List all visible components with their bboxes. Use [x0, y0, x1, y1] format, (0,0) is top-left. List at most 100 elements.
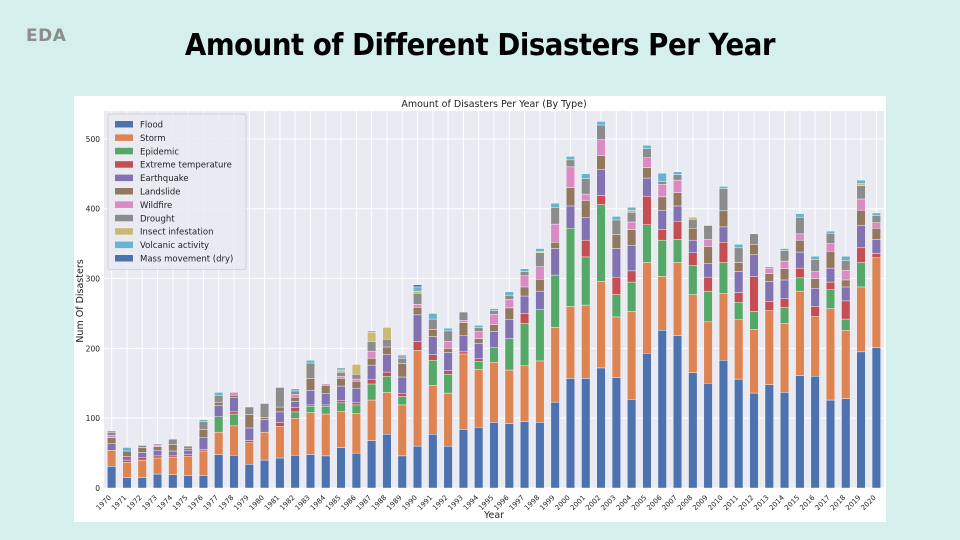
y-tick-label: 100: [86, 414, 101, 423]
bar-segment: [718, 293, 728, 361]
legend-swatch: [115, 161, 133, 168]
bar-segment: [565, 156, 575, 161]
bar-segment: [428, 434, 438, 489]
bar-segment: [718, 186, 728, 189]
bar-segment: [336, 402, 346, 412]
bar-segment: [229, 454, 239, 489]
bar-segment: [382, 354, 392, 373]
bar-segment: [107, 437, 117, 444]
bar-segment: [397, 356, 407, 359]
bar-segment: [550, 202, 560, 208]
bar-segment: [871, 239, 881, 254]
legend-swatch: [115, 241, 133, 249]
bar-segment: [321, 383, 331, 386]
bar-segment: [443, 327, 453, 332]
bar-segment: [780, 248, 790, 251]
bar-segment: [413, 293, 423, 305]
bar-segment: [305, 406, 315, 413]
bar-segment: [810, 259, 820, 272]
bar-segment: [321, 393, 331, 406]
bar-segment: [214, 401, 224, 406]
y-axis-label: Num Of Disasters: [75, 259, 86, 342]
bar-segment: [688, 294, 698, 374]
bar-segment: [305, 362, 315, 379]
bar-segment: [856, 351, 866, 489]
x-tick-label: 1976: [187, 493, 206, 512]
y-tick-labels: 0 100 200 300 400 500: [86, 135, 101, 493]
bar-segment: [260, 431, 270, 461]
bar-segment: [780, 298, 790, 308]
bar-segment: [718, 360, 728, 489]
bar-segment: [657, 196, 667, 211]
bar-segment: [260, 459, 270, 489]
bar-segment: [673, 192, 683, 207]
bar-segment: [871, 222, 881, 229]
bars: [107, 121, 881, 489]
bar-segment: [275, 457, 285, 489]
legend-label: Flood: [140, 121, 163, 131]
bar-segment: [550, 274, 560, 328]
bar-segment: [581, 217, 591, 241]
bar-segment: [718, 226, 728, 243]
bar-segment: [397, 376, 407, 394]
bar-segment: [443, 330, 453, 342]
x-tick-label: 1990: [401, 494, 419, 512]
bar-segment: [183, 456, 193, 476]
legend-swatch: [115, 188, 133, 195]
bar-segment: [825, 308, 835, 401]
bar-segment: [795, 277, 805, 292]
bar-segment: [214, 405, 224, 417]
bar-segment: [413, 306, 423, 316]
bar-segment: [367, 341, 377, 352]
legend-swatch: [115, 174, 133, 182]
bar-segment: [642, 167, 652, 179]
bar-segment: [290, 411, 300, 419]
bar-segment: [397, 455, 407, 489]
bar-segment: [382, 376, 392, 393]
bar-segment: [474, 327, 484, 332]
bar-segment: [596, 204, 606, 282]
bar-segment: [229, 397, 239, 412]
bar-segment: [871, 257, 881, 348]
bar-segment: [703, 290, 713, 323]
bar-segment: [718, 262, 728, 294]
bar-segment: [550, 242, 560, 249]
bar-segment: [749, 244, 759, 256]
bar-segment: [321, 406, 331, 415]
bar-segment: [474, 338, 484, 344]
x-tick-label: 2018: [829, 494, 847, 512]
bar-segment: [871, 212, 881, 216]
bar-segment: [673, 262, 683, 337]
bar-segment: [229, 413, 239, 427]
x-tick-label: 1986: [340, 493, 359, 512]
bar-segment: [382, 434, 392, 489]
bar-segment: [596, 367, 606, 489]
bar-segment: [565, 187, 575, 207]
bar-segment: [382, 371, 392, 377]
bar-segment: [244, 464, 254, 489]
bar-segment: [504, 307, 514, 320]
x-tick-label: 2012: [737, 494, 755, 512]
legend-label: Earthquake: [140, 174, 189, 184]
bar-segment: [856, 183, 866, 186]
bar-segment: [428, 360, 438, 386]
bar-segment: [764, 281, 774, 302]
bar-segment: [474, 331, 484, 339]
bar-segment: [474, 358, 484, 362]
bar-segment: [489, 308, 499, 311]
bar-segment: [489, 347, 499, 363]
bar-segment: [168, 444, 178, 452]
legend-label: Drought: [140, 214, 175, 224]
bar-segment: [520, 323, 530, 367]
bar-segment: [382, 339, 392, 348]
bar-segment: [458, 353, 468, 430]
bar-segment: [107, 466, 117, 489]
y-tick-label: 500: [86, 135, 101, 144]
bar-segment: [305, 404, 315, 407]
x-tick-label: 2017: [814, 494, 832, 512]
bar-segment: [336, 411, 346, 448]
bar-segment: [611, 248, 621, 278]
slide-title: Amount of Different Disasters Per Year: [184, 28, 776, 63]
bar-segment: [290, 397, 300, 402]
